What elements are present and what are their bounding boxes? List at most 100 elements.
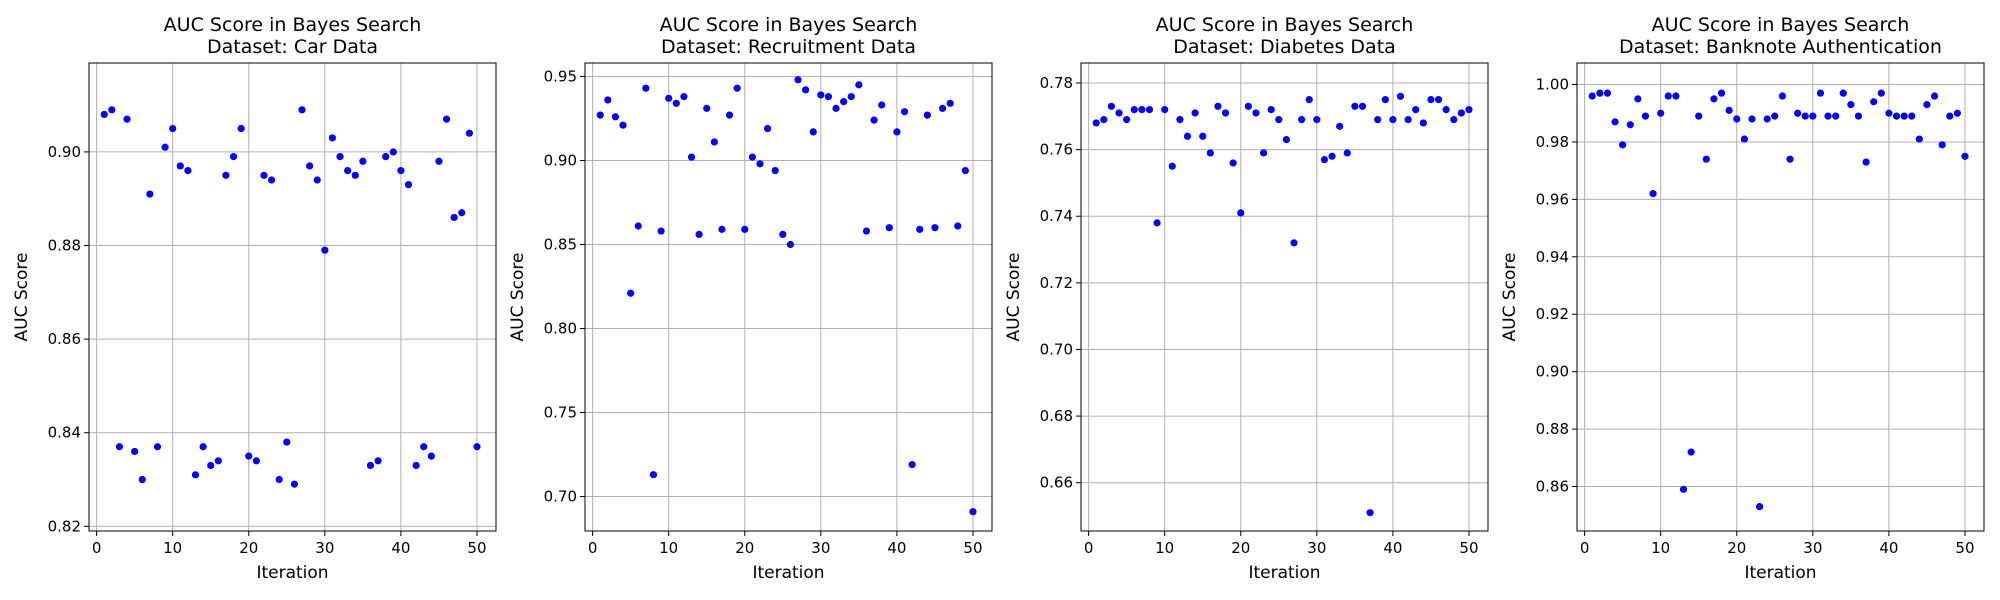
- data-point: [794, 76, 802, 84]
- data-point: [1419, 119, 1427, 127]
- data-point: [191, 471, 200, 479]
- x-tick-label: 40: [391, 539, 410, 557]
- data-point: [1336, 122, 1344, 130]
- data-point: [1442, 106, 1450, 114]
- data-point: [832, 104, 840, 112]
- data-point: [1183, 132, 1192, 140]
- data-point: [1145, 106, 1154, 114]
- chart-title-line-2: Dataset: Car Data: [207, 36, 378, 58]
- data-point: [374, 457, 382, 465]
- data-point: [1900, 112, 1908, 120]
- x-tick-label: 30: [1803, 539, 1822, 557]
- data-point: [366, 461, 375, 470]
- data-point: [1130, 106, 1138, 114]
- subplot-1: 0 10 20 30 40 50 0.82 0.84 0.86 0.88 0.90 AUC Score…: [12, 14, 497, 583]
- data-point: [1641, 112, 1650, 120]
- y-axis-label: AUC Score: [1500, 253, 1520, 342]
- subplot-2: 0 10 20 30 40 50 0.70 0.75 0.80 0.85 0.90 0.95 AUC S…: [508, 14, 993, 583]
- y-tick-label: 0.90: [544, 151, 577, 169]
- y-tick-label: 0.70: [1040, 340, 1073, 358]
- data-point: [1854, 112, 1863, 120]
- data-point: [741, 225, 749, 233]
- data-point: [176, 162, 184, 170]
- data-point: [802, 86, 810, 94]
- data-point: [336, 153, 344, 161]
- data-point: [153, 443, 162, 451]
- y-tick-label: 0.86: [1536, 477, 1569, 495]
- data-point: [1267, 106, 1275, 114]
- x-tick-label: 20: [735, 539, 754, 557]
- data-point: [817, 91, 825, 99]
- y-tick-label: 0.94: [1536, 248, 1569, 266]
- x-tick-label: 20: [1231, 539, 1250, 557]
- data-point: [389, 148, 397, 156]
- data-point: [725, 111, 734, 119]
- data-point: [1412, 106, 1420, 114]
- data-point: [1282, 136, 1291, 144]
- data-point: [1320, 155, 1329, 164]
- data-point: [1755, 502, 1764, 511]
- x-tick-label: 10: [163, 539, 182, 557]
- data-point: [1794, 109, 1802, 117]
- data-point: [123, 115, 131, 123]
- x-tick-label: 30: [1307, 539, 1326, 557]
- data-point: [1657, 109, 1665, 117]
- data-point: [824, 93, 833, 101]
- data-point: [786, 240, 795, 249]
- data-point: [1862, 158, 1870, 166]
- data-point: [169, 124, 177, 133]
- plot-frame: [1080, 62, 1489, 532]
- data-point: [207, 461, 215, 470]
- data-point: [267, 176, 276, 184]
- y-tick-label: 0.88: [1536, 420, 1569, 438]
- data-point: [1313, 116, 1321, 124]
- data-point: [1923, 101, 1931, 109]
- data-point: [870, 116, 878, 124]
- data-point: [604, 96, 612, 104]
- data-point: [1961, 152, 1969, 160]
- x-axis-label: Iteration: [1744, 563, 1816, 583]
- data-point: [115, 443, 124, 451]
- data-point: [108, 106, 116, 114]
- data-point: [1168, 162, 1176, 170]
- y-tick-label: 0.85: [544, 235, 577, 253]
- data-point: [1396, 92, 1405, 100]
- data-point: [1824, 112, 1832, 120]
- data-point: [1450, 116, 1458, 124]
- data-point: [199, 443, 207, 451]
- data-point: [237, 124, 245, 133]
- data-point: [1259, 149, 1268, 157]
- data-point: [931, 224, 939, 232]
- x-tick-label: 40: [1383, 539, 1402, 557]
- data-point: [1953, 109, 1961, 117]
- data-point: [1626, 121, 1634, 129]
- data-point: [229, 153, 238, 161]
- chart-title-line-1: AUC Score in Bayes Search: [1652, 14, 1910, 36]
- data-point: [779, 230, 787, 239]
- y-tick-label: 0.98: [1536, 133, 1569, 151]
- y-axis-label: AUC Score: [12, 253, 32, 342]
- data-point: [313, 176, 321, 184]
- data-point: [290, 480, 299, 488]
- data-point: [627, 289, 635, 297]
- data-point: [1778, 92, 1787, 100]
- y-tick-label: 0.82: [48, 517, 81, 535]
- y-tick-label: 0.80: [544, 320, 577, 338]
- data-point: [344, 167, 352, 175]
- x-tick-label: 50: [963, 539, 982, 557]
- y-tick-label: 0.78: [1040, 74, 1073, 92]
- y-tick-label: 0.75: [544, 404, 577, 422]
- x-tick-label: 10: [1155, 539, 1174, 557]
- data-point: [1702, 155, 1710, 163]
- data-point: [1138, 106, 1146, 114]
- data-point: [1237, 209, 1245, 217]
- data-point: [359, 157, 367, 165]
- data-point: [1092, 119, 1100, 127]
- x-tick-label: 50: [467, 539, 486, 557]
- data-point: [596, 111, 604, 119]
- data-point: [642, 84, 650, 92]
- data-point: [1457, 109, 1465, 117]
- y-axis-label: AUC Score: [1004, 253, 1024, 342]
- data-point: [245, 452, 253, 460]
